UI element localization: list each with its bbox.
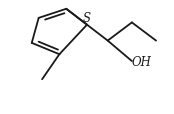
Text: OH: OH [131, 55, 151, 68]
Text: S: S [83, 12, 91, 25]
